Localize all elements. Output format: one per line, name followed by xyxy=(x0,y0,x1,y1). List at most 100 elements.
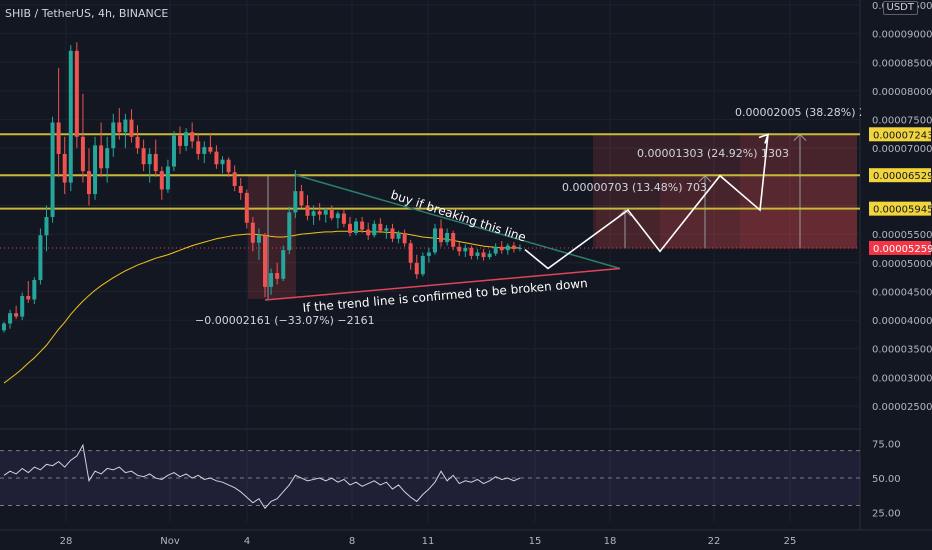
candle xyxy=(384,224,389,239)
candle xyxy=(32,277,37,305)
candle-body xyxy=(165,166,170,190)
candle xyxy=(38,228,43,285)
candle xyxy=(366,222,371,240)
candle xyxy=(232,165,237,192)
candle xyxy=(93,136,98,200)
candle-body xyxy=(372,223,377,236)
candle xyxy=(469,245,474,260)
rsi-tick-label: 25.00 xyxy=(872,508,901,519)
price-tick-label: 0.00004000 xyxy=(872,316,932,327)
candle xyxy=(62,136,67,195)
last-price-label-bg xyxy=(869,240,931,255)
candle xyxy=(99,122,104,177)
candle xyxy=(263,232,268,298)
annotation-text: 0.00001303 (24.92%) 1303 xyxy=(637,147,789,160)
candle-body xyxy=(463,247,468,252)
candle-body xyxy=(347,223,352,233)
target-step-box xyxy=(596,210,857,249)
candle-body xyxy=(208,147,213,152)
candle xyxy=(147,148,152,183)
candle xyxy=(475,249,480,260)
candle-body xyxy=(269,273,274,287)
candle xyxy=(220,156,225,174)
time-tick-label: 8 xyxy=(349,536,355,547)
candle-body xyxy=(86,171,91,195)
candle-body xyxy=(505,245,510,251)
candle xyxy=(402,229,407,247)
rsi-axis[interactable]: 75.00 50.00 25.00 xyxy=(872,440,901,520)
candle xyxy=(214,145,219,169)
price-level-label: 0.00007243 xyxy=(873,130,932,141)
time-tick-label: Nov xyxy=(160,536,180,547)
candle-body xyxy=(323,210,328,215)
candle xyxy=(202,141,207,164)
candle xyxy=(414,254,419,279)
candle-body xyxy=(238,186,243,193)
candle xyxy=(184,128,189,152)
candle-body xyxy=(445,232,450,243)
candle xyxy=(178,126,183,154)
candle xyxy=(190,122,195,149)
candle-body xyxy=(511,245,516,250)
candle-body xyxy=(299,191,304,206)
candle-body xyxy=(487,253,492,258)
candle xyxy=(396,230,401,244)
candle-body xyxy=(256,235,261,243)
price-tick-label: 0.00002500 xyxy=(872,402,932,413)
candle-body xyxy=(202,147,207,154)
candle xyxy=(293,169,298,219)
candle xyxy=(129,109,134,143)
candle xyxy=(208,133,213,154)
candle-body xyxy=(317,211,322,215)
price-tick-label: 0.00008000 xyxy=(872,87,932,98)
candle-body xyxy=(105,148,110,169)
time-tick-label: 4 xyxy=(244,536,250,547)
time-axis[interactable]: 28 Nov 4 8 11 15 18 22 25 xyxy=(0,529,932,550)
candle xyxy=(226,157,231,177)
candle-body xyxy=(378,223,383,231)
candle-body xyxy=(93,145,98,195)
candle-body xyxy=(74,50,79,137)
candle xyxy=(347,216,352,237)
candle xyxy=(281,245,286,282)
candle-body xyxy=(135,136,140,149)
candle-body xyxy=(475,252,480,256)
price-level-label: 0.00006529 xyxy=(873,171,932,182)
candle xyxy=(432,223,437,255)
rsi-series-line xyxy=(3,443,521,510)
candle-body xyxy=(178,135,183,146)
candle-body xyxy=(226,159,231,173)
candle-body xyxy=(250,222,255,243)
candle-body xyxy=(275,273,280,279)
candle xyxy=(123,113,128,149)
candle-body xyxy=(390,228,395,239)
candle xyxy=(445,228,450,246)
target-step-box xyxy=(740,134,857,249)
candle xyxy=(372,220,377,238)
target-box xyxy=(593,134,857,249)
candle-body xyxy=(408,243,413,263)
candle-body xyxy=(20,296,25,317)
rsi-band-fill xyxy=(0,450,860,506)
candle xyxy=(159,166,164,200)
projection-path xyxy=(524,134,769,270)
candle-body xyxy=(366,229,371,236)
price-tick-label: 0.00005500 xyxy=(872,230,932,241)
candle-body xyxy=(14,313,19,317)
candle-body xyxy=(184,132,189,146)
price-axis[interactable]: 0.000095000.000090000.000085000.00008000… xyxy=(861,0,932,550)
time-tick-label: 15 xyxy=(529,536,542,547)
candle-body xyxy=(493,246,498,254)
rsi-tick-label: 50.00 xyxy=(872,474,901,485)
candle xyxy=(499,241,504,254)
price-axis-bg xyxy=(861,0,932,550)
candle-body xyxy=(420,255,425,275)
price-level-label-bg xyxy=(869,168,931,183)
candle-body xyxy=(129,119,134,137)
candle-body xyxy=(402,232,407,244)
price-tick-label: 0.00008500 xyxy=(872,58,932,69)
currency-button[interactable]: USDT xyxy=(882,1,918,15)
candle xyxy=(238,178,243,200)
candle xyxy=(341,208,346,228)
